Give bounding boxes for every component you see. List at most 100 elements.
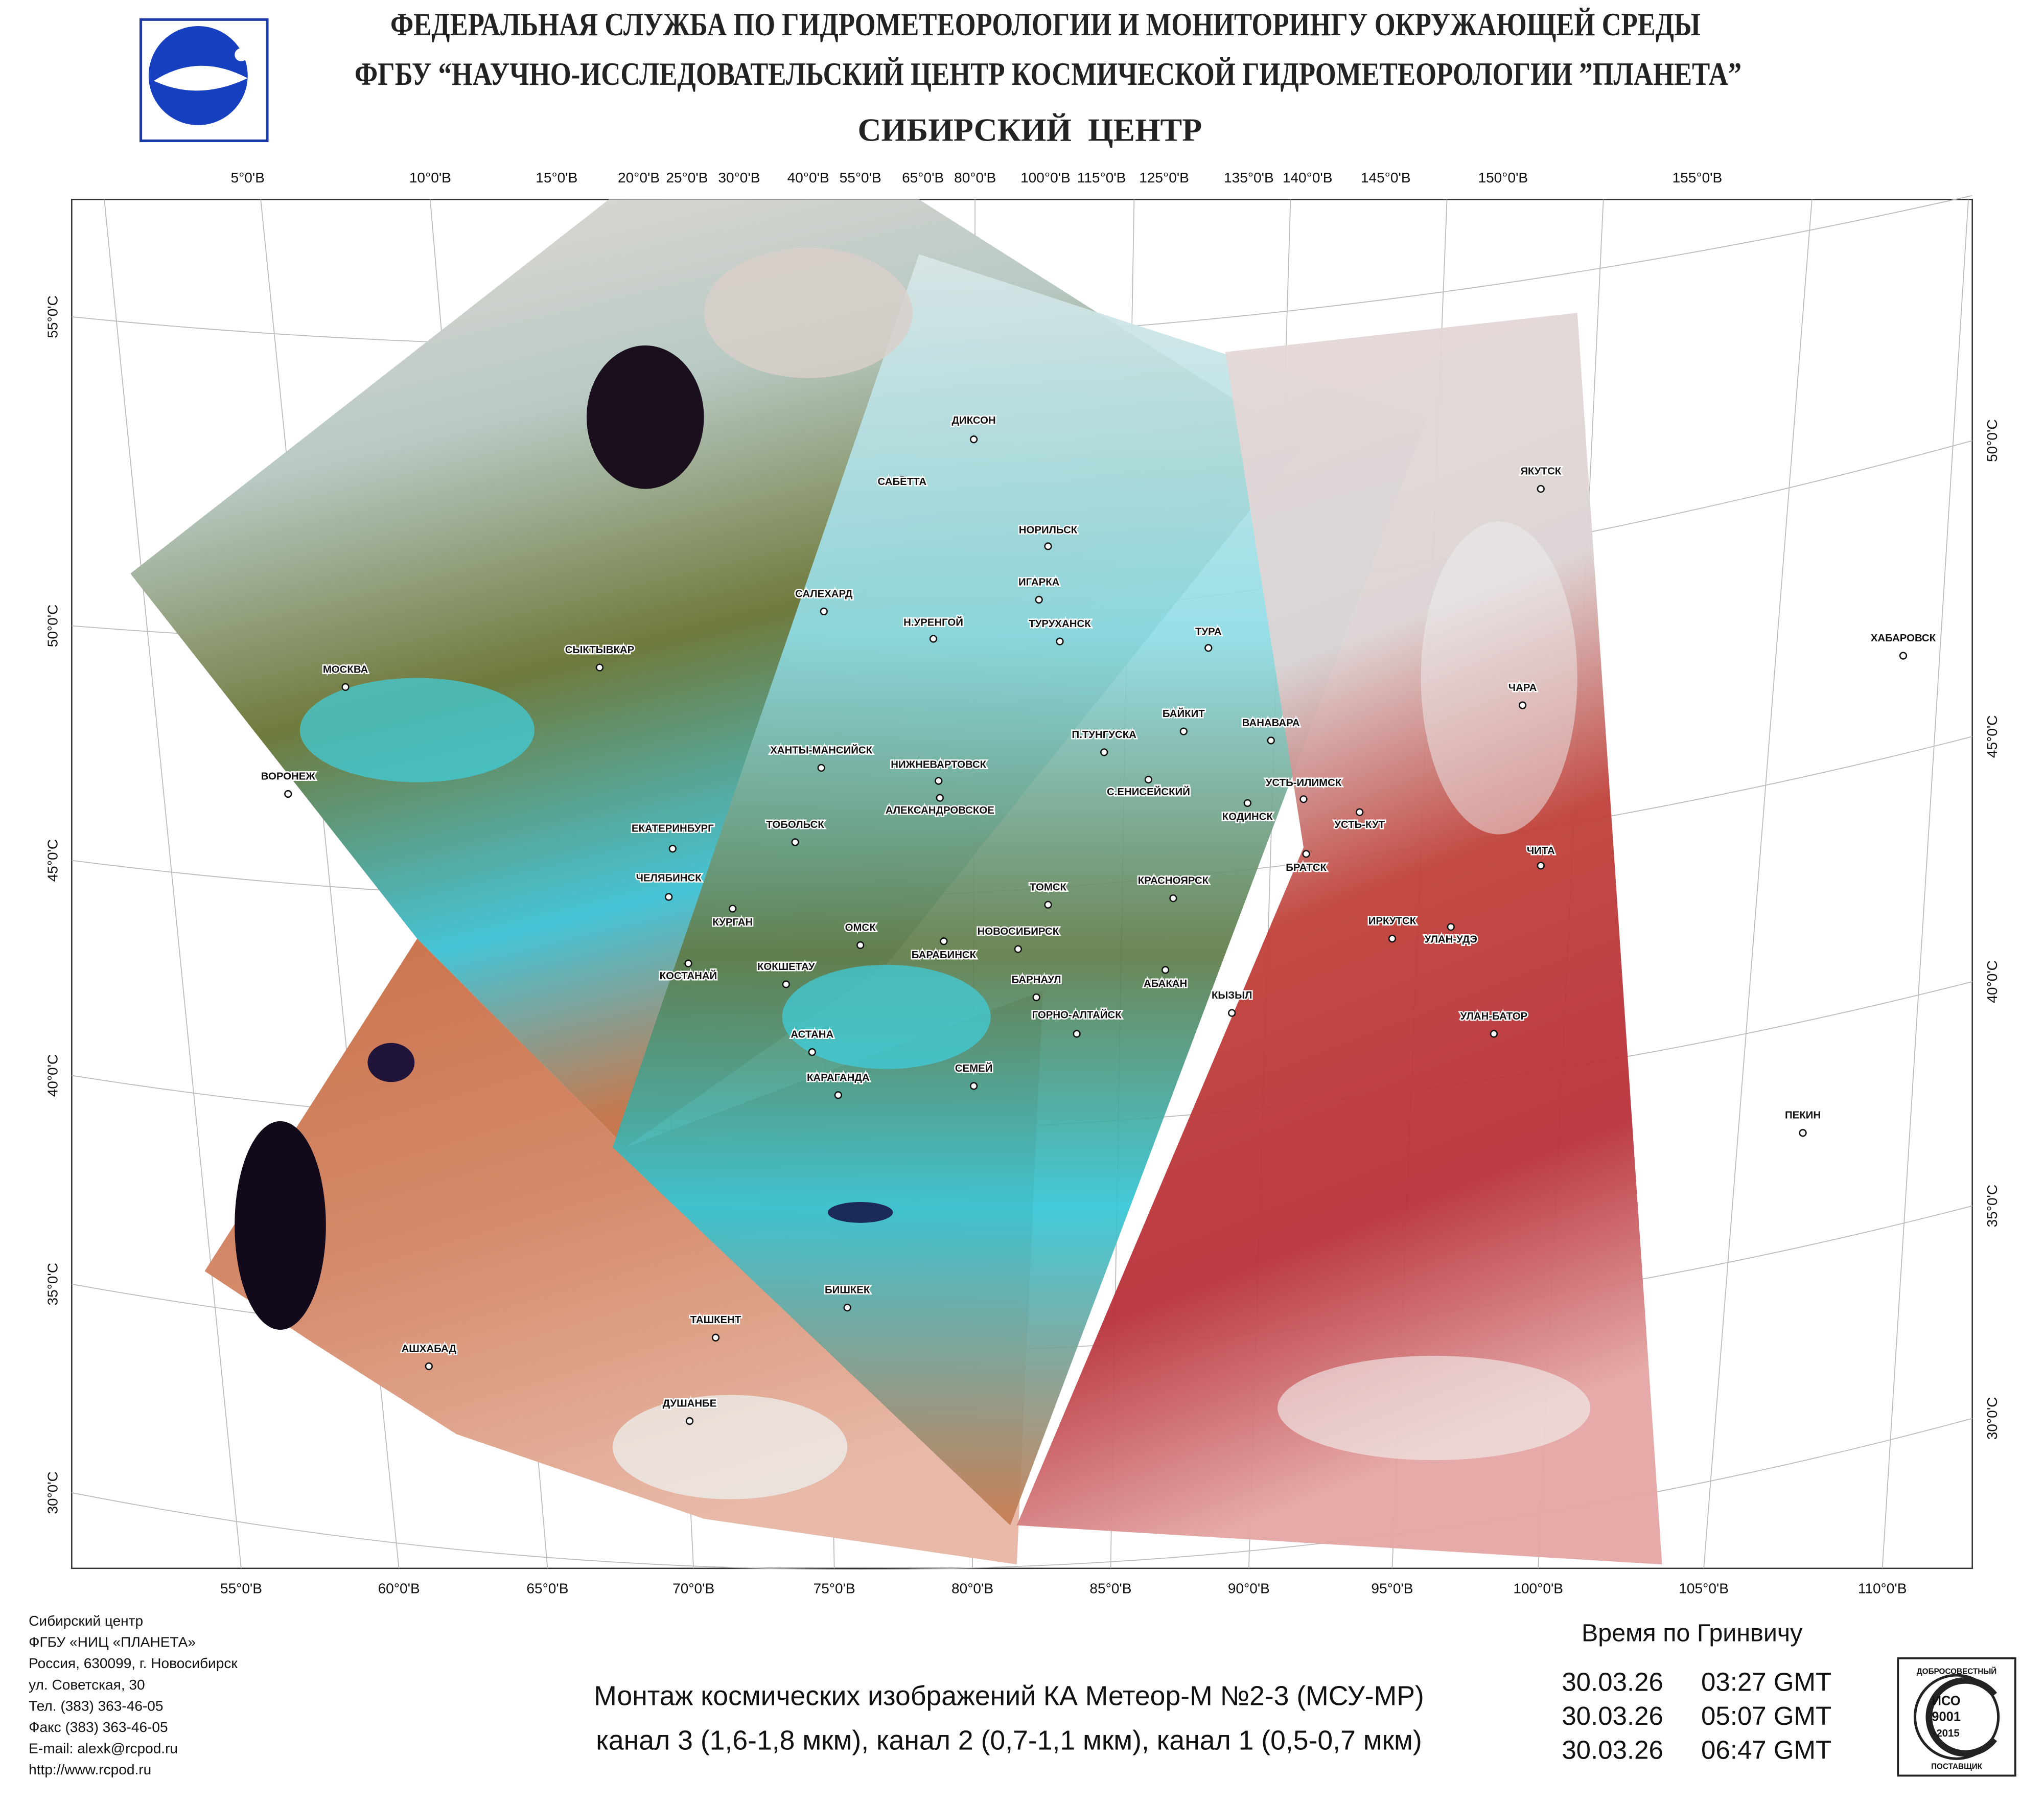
city-dot [935,777,943,785]
bottom-label: 80°0'В [951,1580,993,1596]
city-label: НОВОСИБИРСК [978,926,1059,937]
city-dot [1228,1009,1236,1017]
left-label: 55°0'С [44,295,60,338]
city-label: КРАСНОЯРСК [1138,875,1209,887]
city-dot [1035,595,1043,604]
address-line: ФГБУ «НИЦ «ПЛАНЕТА» [29,1634,196,1650]
city-label: БАЙКИТ [1163,707,1205,720]
top-label: 40°0'В [787,170,829,186]
city-dot [936,794,944,802]
header-line: ФГБУ “НАУЧНО-ИССЛЕДОВАТЕЛЬСКИЙ ЦЕНТР КОС… [355,56,1741,92]
city-label: НИЖНЕВАРТОВСК [891,759,986,771]
city-dot [1899,652,1908,660]
city-dot [1073,1030,1081,1038]
city-label: КОСТАНАЙ [660,969,717,982]
city-dot [1537,862,1545,870]
city-dot [1267,736,1275,745]
meridian [1703,199,1813,1568]
city-dot [1032,993,1040,1002]
top-label: 115°0'В [1077,170,1126,186]
city-label: ЧАРА [1508,682,1537,694]
city-dot [1044,542,1052,550]
city-dot [341,683,350,691]
times: 30.03.26 03:27 GMT 30.03.26 05:07 GMT 30.03.… [1562,1668,1831,1765]
address-line: Тел. (383) 363-46-05 [29,1698,163,1714]
address-line: ул. Советская, 30 [29,1677,145,1693]
city-dot [1518,701,1527,709]
city-label: ПЕКИН [1785,1110,1821,1121]
bottom-label: 75°0'В [814,1580,855,1596]
city-dot [817,764,825,772]
top-label: 150°0'В [1478,170,1528,186]
bottom-label: 65°0'В [526,1580,568,1596]
city-label: ДИКСОН [952,415,996,426]
city-label: ЧЕЛЯБИНСК [636,872,702,884]
address-line: Факс (383) 363-46-05 [29,1719,168,1735]
top-label: 140°0'В [1283,170,1333,186]
iso-text: 9001 [1932,1709,1961,1724]
city-label: П.ТУНГУСКА [1072,729,1137,741]
city-label: ТАШКЕНТ [690,1314,741,1326]
city-dot [1100,748,1108,756]
iso-badge: ДОБРОСОВЕСТНЫЙ ИСО 9001 -2015 ПОСТАВЩИК [1897,1657,2016,1777]
city-dot [1056,637,1064,645]
city-label: УСТЬ-ИЛИМСК [1266,777,1342,789]
cities: ДИКСОН САБЕТТА НОРИЛЬСК ИГАРКА ТУРУХАНСК САЛЕ… [260,414,1937,1425]
city-label: АЛЕКСАНДРОВСКОЕ [886,805,994,816]
city-label: АБАКАН [1144,978,1187,989]
left-label: 35°0'С [44,1263,60,1306]
time-date: 30.03.26 [1562,1735,1663,1764]
bottom-label: 55°0'В [220,1580,262,1596]
top-label: 100°0'В [1020,170,1071,186]
city-dot [729,905,737,913]
city-dot [425,1362,433,1371]
city-label: С.ЕНИСЕЙСКИЙ [1107,785,1190,798]
city-dot [1204,644,1213,652]
city-label: УЛАН-УДЭ [1425,934,1477,945]
city-label: КУРГАН [712,917,753,928]
imagery [130,199,1662,1565]
city-label: БИШКЕК [825,1285,870,1296]
city-dot [834,1091,842,1099]
left-label: 50°0'С [44,605,60,648]
city-label: ИРКУТСК [1368,916,1416,927]
top-label: 155°0'В [1673,170,1723,186]
city-label: СЫКТЫВКАР [565,644,635,656]
right-label: 45°0'С [1984,715,2000,758]
city-dot [1014,945,1022,953]
time-title: Время по Гринвичу [1582,1620,1803,1647]
address-line: http://www.rcpod.ru [29,1762,151,1777]
top-label: 15°0'В [536,170,577,186]
time-date: 30.03.26 [1562,1668,1663,1697]
city-dot [820,607,828,616]
iso-text: ПОСТАВЩИК [1931,1763,1983,1771]
city-label: ХАБАРОВСК [1871,633,1936,644]
city-label: ГОРНО-АЛТАЙСК [1032,1008,1122,1021]
bottom-label: 95°0'В [1371,1580,1413,1596]
city-dot [940,937,948,945]
city-label: КОДИНСК [1222,812,1273,823]
city-dot [668,845,677,853]
city-dot [856,941,865,950]
city-label: ЕКАТЕРИНБУРГ [632,823,714,835]
city-label: ОМСК [845,922,876,933]
time-date: 30.03.26 [1562,1701,1663,1730]
city-dot [898,476,906,484]
top-label: 55°0'В [840,170,881,186]
city-label: БАРАБИНСК [912,950,977,961]
city-label: УСТЬ-КУТ [1334,819,1385,830]
meridian [104,199,242,1568]
city-label: ДУШАНБЕ [663,1398,717,1409]
city-dot [1302,850,1310,858]
city-dot [284,790,292,798]
city-label: ТУРА [1195,626,1222,637]
logo [139,18,269,143]
meridian [1882,199,1969,1568]
address-line: Сибирский центр [29,1613,143,1629]
city-label: КЫЗЫЛ [1212,990,1252,1001]
city-dot [685,1417,694,1425]
top-label: 125°0'В [1139,170,1189,186]
city-dot [1490,1030,1498,1038]
